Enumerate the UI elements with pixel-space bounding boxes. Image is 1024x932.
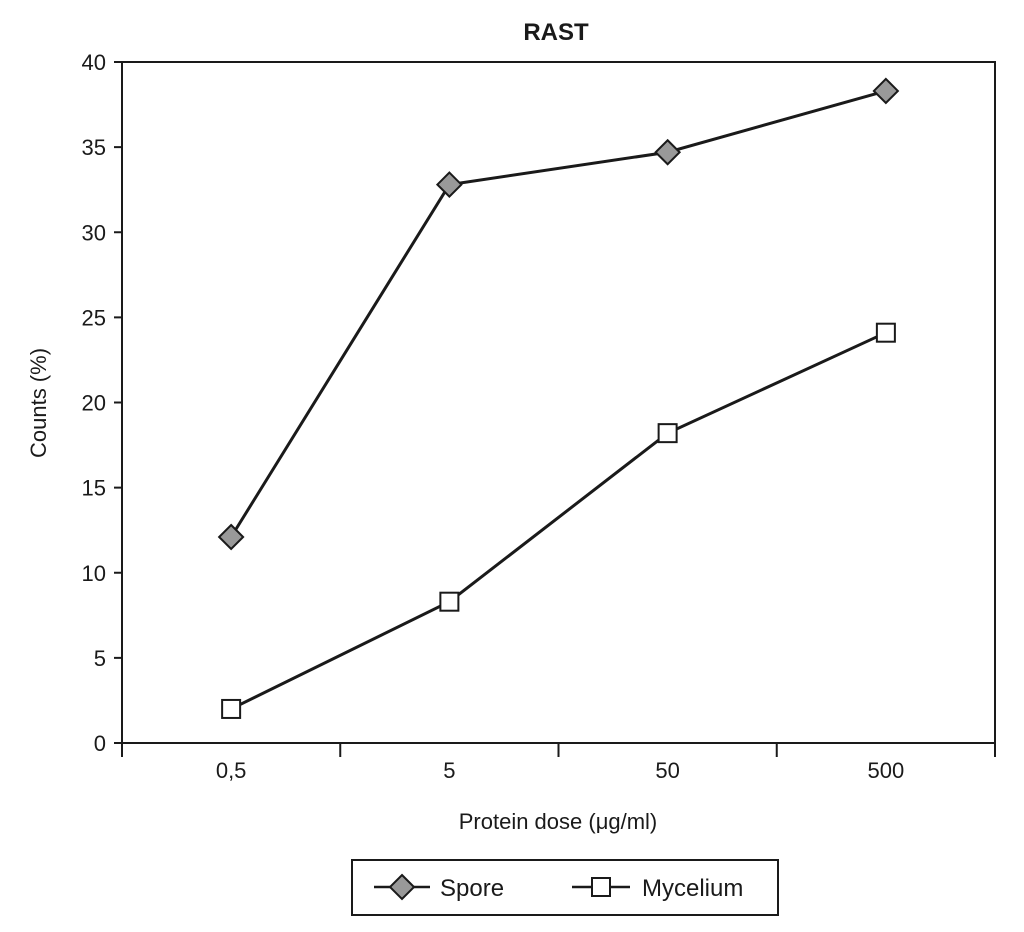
legend-label-mycelium: Mycelium — [642, 875, 743, 902]
y-tick-label: 5 — [94, 646, 106, 671]
x-tick-label: 0,5 — [216, 758, 247, 783]
data-point-spore — [872, 77, 900, 105]
series-line-mycelium — [230, 331, 887, 711]
x-tick-label: 500 — [868, 758, 905, 783]
x-axis: 0,5 5 50 500 — [121, 743, 996, 783]
data-point-mycelium — [657, 423, 678, 444]
y-tick-label: 40 — [82, 50, 106, 75]
plot-area — [121, 61, 996, 744]
series-line-spore — [229, 89, 887, 538]
data-point-spore — [654, 138, 682, 166]
data-point-mycelium — [439, 591, 460, 612]
y-axis-label: Counts (%) — [26, 348, 51, 458]
y-tick-label: 25 — [82, 305, 106, 330]
y-axis: 0 5 10 15 20 25 30 35 40 — [82, 50, 122, 756]
y-tick-label: 0 — [94, 731, 106, 756]
data-point-mycelium — [875, 322, 896, 343]
legend: Spore Mycelium — [351, 859, 779, 916]
plot-border — [121, 61, 996, 744]
data-point-spore — [435, 171, 463, 198]
x-tick-label: 50 — [655, 758, 679, 783]
data-point-mycelium — [221, 698, 242, 719]
x-axis-label: Protein dose (μg/ml) — [459, 809, 658, 834]
legend-marker-spore — [388, 873, 416, 901]
legend-marker-mycelium — [591, 877, 611, 897]
y-tick-label: 10 — [82, 561, 106, 586]
data-point-spore — [217, 523, 245, 551]
y-tick-label: 30 — [82, 220, 106, 245]
legend-label-spore: Spore — [440, 875, 504, 902]
y-tick-label: 15 — [82, 476, 106, 501]
chart-title: RAST — [523, 19, 589, 46]
y-tick-label: 35 — [82, 135, 106, 160]
x-tick-label: 5 — [443, 758, 455, 783]
y-tick-label: 20 — [82, 391, 106, 416]
series-layer — [217, 77, 900, 719]
